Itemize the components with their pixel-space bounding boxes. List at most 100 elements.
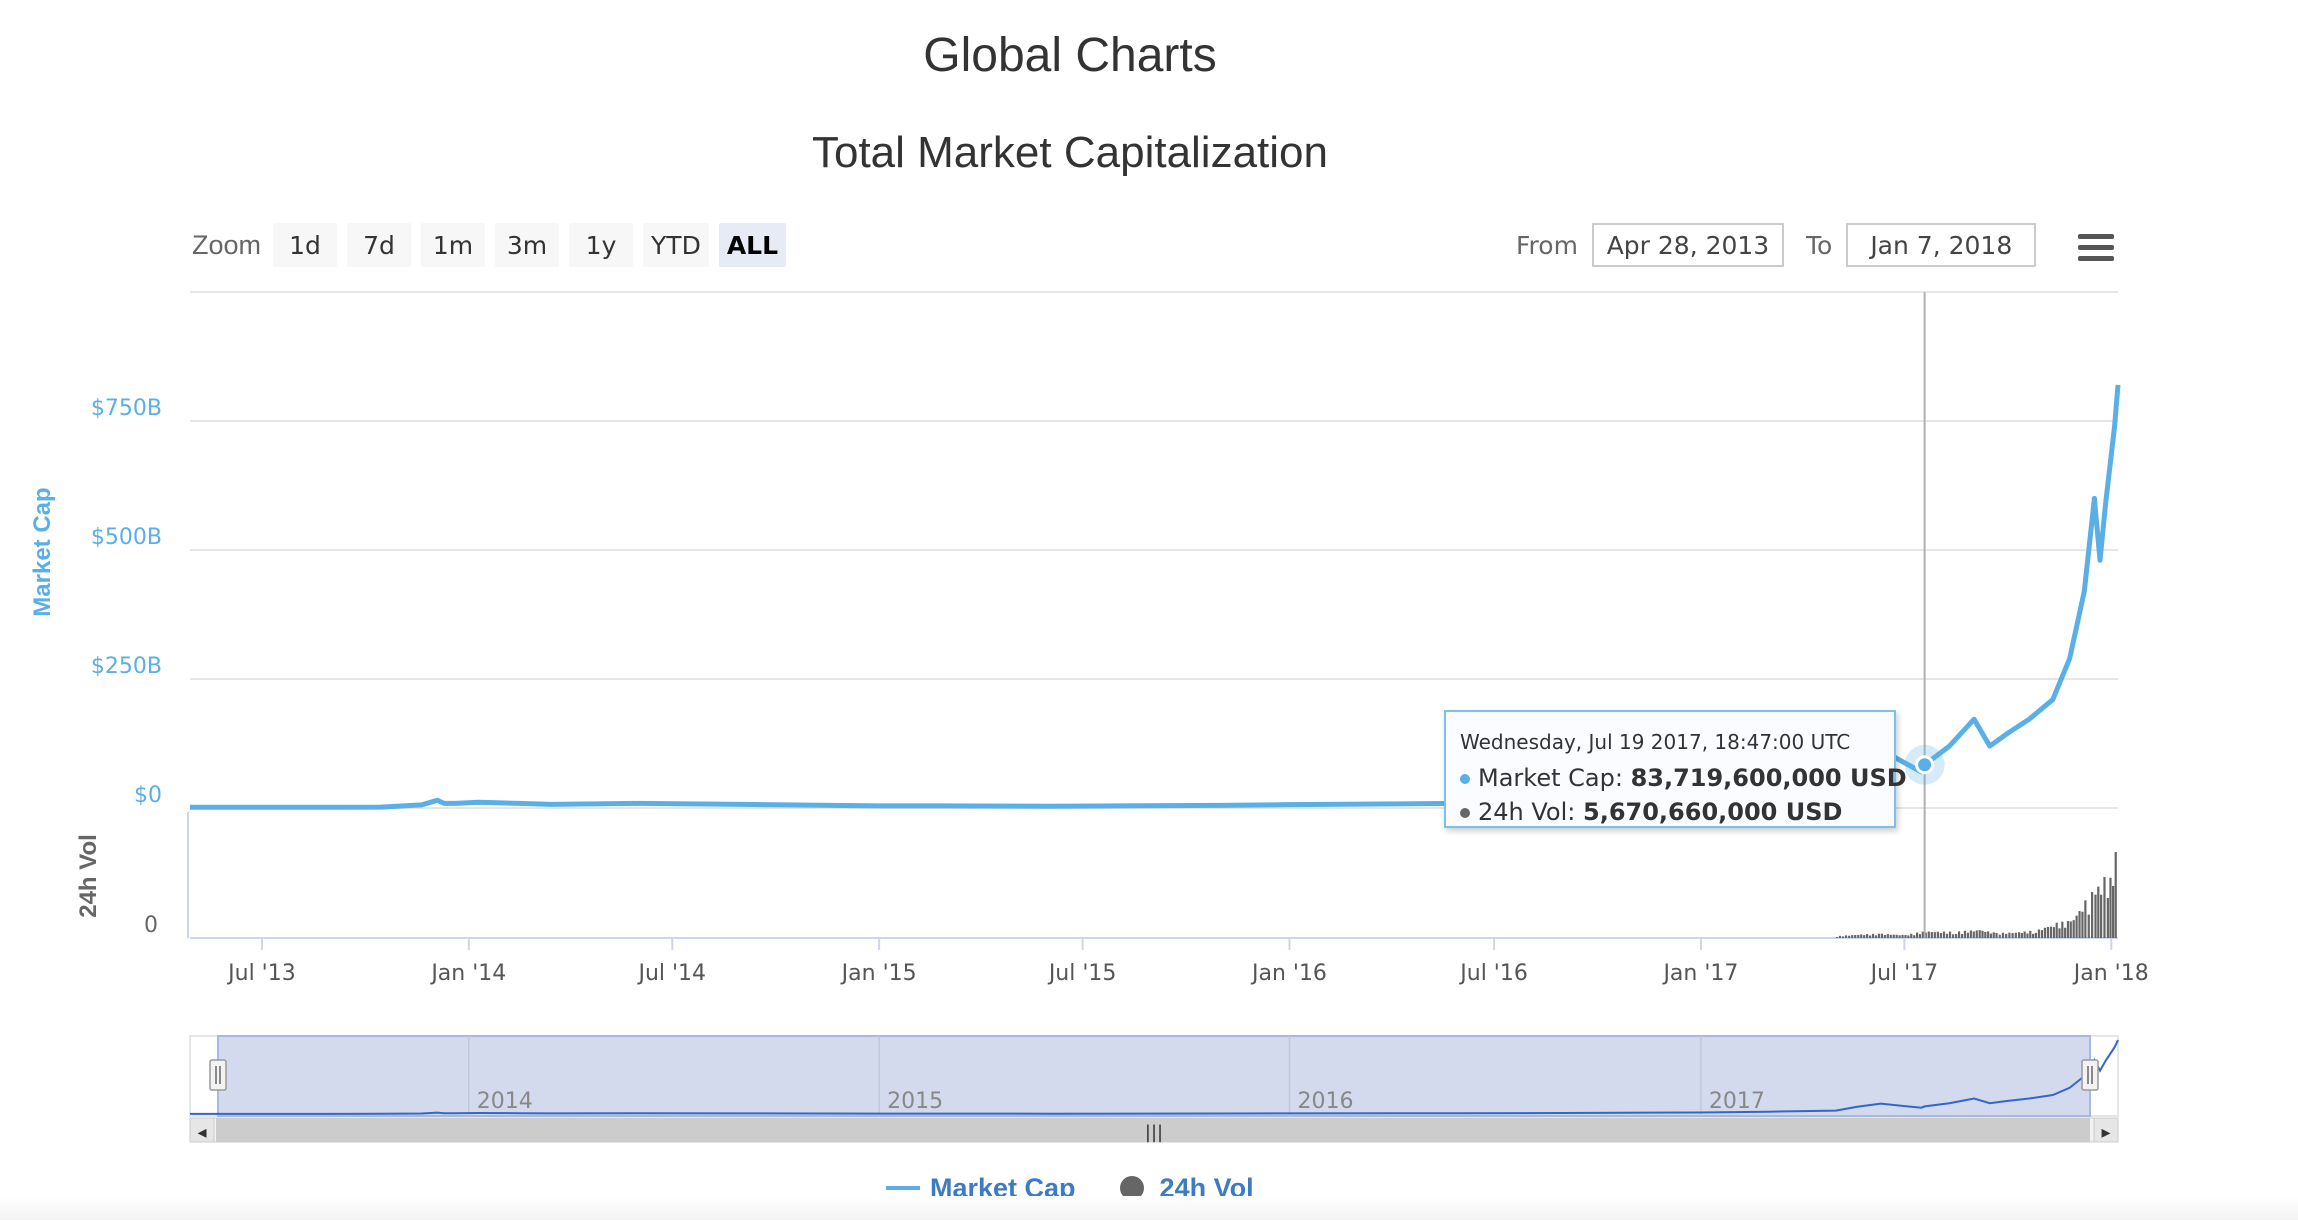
zoom-button-7d[interactable]: 7d [347, 223, 412, 267]
tooltip-market-cap-value: 83,719,600,000 USD [1630, 764, 1907, 792]
volume-bar [1930, 932, 1933, 938]
x-tick-label: Jul '13 [226, 961, 296, 986]
volume-bar [1844, 935, 1848, 938]
volume-bar [1987, 931, 1990, 938]
zoom-selector: Zoom 1d 7d 1m 3m 1y YTD ALL [192, 222, 796, 268]
volume-bar [2078, 911, 2081, 938]
volume-bar [2034, 932, 2038, 938]
volume-bar [1860, 934, 1863, 938]
y-axis-title-market-cap: Market Cap [29, 487, 56, 616]
zoom-button-1m[interactable]: 1m [421, 223, 486, 267]
x-tick-label: Jul '14 [636, 961, 706, 986]
scroll-left-button [189, 1117, 215, 1143]
volume-bar [1868, 935, 1872, 938]
volume-bar [1892, 934, 1895, 938]
volume-bar [1966, 932, 1969, 938]
volume-bar [2052, 927, 2055, 938]
volume-bar [1848, 935, 1851, 938]
volume-bar [2014, 932, 2017, 938]
volume-bar [1927, 931, 1930, 938]
volume-bar [2046, 926, 2050, 938]
volume-bar [2084, 900, 2087, 938]
volume-bar [1880, 933, 1883, 938]
y-axis-title-volume: 24h Vol [75, 834, 102, 918]
zoom-button-all[interactable]: ALL [718, 223, 787, 267]
zoom-button-ytd[interactable]: YTD [643, 223, 709, 267]
volume-bar [2061, 921, 2064, 938]
volume-bar [2031, 933, 2035, 938]
zoom-button-3m[interactable]: 3m [495, 223, 560, 267]
page-title: Global Charts [923, 29, 1217, 82]
volume-bar [1945, 933, 1949, 938]
volume-bar [2001, 932, 2005, 938]
volume-tick-label: 0 [144, 913, 158, 938]
zoom-button-1d[interactable]: 1d [273, 223, 338, 267]
volume-bullet-icon [1460, 808, 1470, 818]
navigator-tick-label: 2017 [1709, 1089, 1765, 1114]
volume-bar [1913, 935, 1916, 938]
zoom-button-1y[interactable]: 1y [569, 223, 634, 267]
navigator-left-handle [209, 1059, 227, 1091]
market-cap-bullet-icon [1460, 774, 1470, 784]
volume-bar [2097, 886, 2100, 938]
volume-bar [1924, 932, 1927, 938]
tooltip-volume-value: 5,670,660,000 USD [1583, 798, 1843, 826]
volume-bar [2037, 929, 2041, 938]
volume-bar [2043, 927, 2047, 938]
tooltip-date: Wednesday, Jul 19 2017, 18:47:00 UTC [1460, 730, 1851, 754]
x-tick-label: Jan '15 [840, 961, 917, 986]
volume-bar [1857, 934, 1860, 938]
x-tick-label: Jan '17 [1661, 961, 1738, 986]
volume-bar [2103, 876, 2106, 938]
volume-bar [2058, 928, 2061, 938]
line-series-icon [886, 1186, 920, 1190]
navigator-right-handle [2081, 1059, 2099, 1091]
volume-bar [2064, 927, 2067, 938]
volume-bar [1989, 933, 1993, 938]
from-date-input[interactable]: Apr 28, 2013 [1591, 223, 1784, 267]
volume-bar [2100, 894, 2103, 938]
volume-bar [1995, 932, 1998, 938]
volume-bar [2091, 891, 2094, 938]
volume-bar [1895, 934, 1898, 938]
volume-bar [1871, 933, 1875, 938]
volume-bar [1936, 931, 1939, 938]
navigator-tick-label: 2016 [1297, 1089, 1353, 1114]
volume-bar [2072, 920, 2075, 938]
volume-bar [1975, 930, 1978, 938]
volume-bar [1898, 935, 1901, 938]
hamburger-menu-icon[interactable] [2078, 234, 2114, 262]
volume-bar [2005, 933, 2008, 938]
y-tick-label: $500B [91, 525, 162, 550]
scrollbar-thumb [216, 1118, 2090, 1142]
volume-bar [2112, 885, 2115, 938]
volume-bar [2017, 932, 2021, 938]
volume-bar [2094, 894, 2097, 938]
arrow-left-icon: ◂ [197, 1122, 206, 1143]
y-tick-label: $250B [91, 654, 162, 679]
volume-bar [1841, 936, 1845, 938]
arrow-right-icon: ▸ [2101, 1122, 2110, 1143]
volume-bar [2069, 921, 2072, 938]
x-tick-label: Jul '15 [1047, 961, 1117, 986]
to-date-input[interactable]: Jan 7, 2018 [1846, 223, 2037, 267]
volume-bar [1921, 931, 1924, 938]
volume-bar [1918, 934, 1922, 938]
volume-bar [2114, 851, 2117, 938]
volume-bar [1874, 935, 1878, 938]
volume-bar [1877, 933, 1881, 938]
volume-bar [1992, 932, 1995, 938]
volume-bar [1948, 931, 1952, 938]
volume-bar [1998, 934, 2001, 938]
tooltip-volume-label: 24h Vol: [1478, 798, 1576, 826]
volume-bar [1915, 932, 1919, 938]
from-label: From [1516, 230, 1578, 260]
volume-bar [1960, 933, 1964, 938]
volume-bar [1981, 930, 1984, 938]
volume-bar [2020, 933, 2023, 938]
chart-title: Total Market Capitalization [811, 128, 1328, 177]
volume-bar [2040, 930, 2044, 938]
volume-bar [1969, 930, 1972, 938]
volume-bar [2011, 933, 2014, 938]
volume-bar [1957, 931, 1961, 938]
